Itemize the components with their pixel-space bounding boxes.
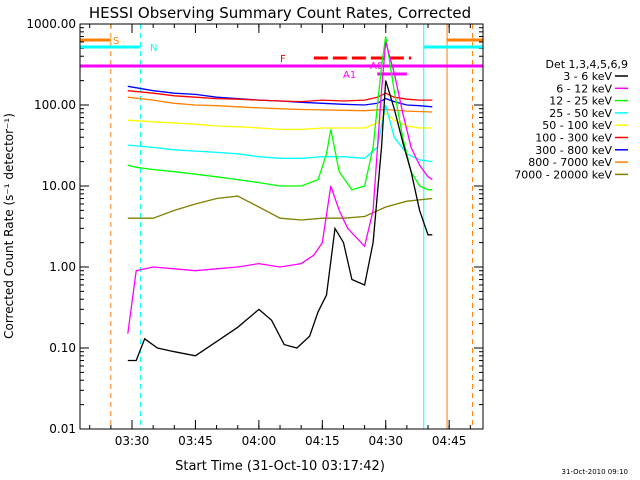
legend-entry-label: 7000 - 20000 keV bbox=[514, 168, 612, 181]
plot-frame bbox=[79, 23, 484, 430]
y-tick-label: 1.00 bbox=[49, 260, 76, 274]
x-tick-label: 03:45 bbox=[178, 434, 213, 448]
y-tick-label: 10.00 bbox=[42, 179, 76, 193]
x-tick-label: 04:30 bbox=[368, 434, 403, 448]
series-line bbox=[127, 96, 433, 113]
series-line bbox=[127, 111, 433, 131]
y-axis-label: Corrected Count Rate (s⁻¹ detector⁻¹) bbox=[2, 113, 16, 339]
plot-area: 0.01 0.10 1.00 10.00 100.00 1000.00 03:30 03:45… bbox=[26, 17, 483, 448]
legend-entry-label: 12 - 25 keV bbox=[549, 95, 612, 108]
series-line bbox=[127, 41, 433, 334]
x-tick-label: 04:45 bbox=[432, 434, 467, 448]
series-line bbox=[127, 90, 433, 103]
x-axis-label: Start Time (31-Oct-10 03:17:42) bbox=[175, 459, 385, 474]
x-tick-label: 03:30 bbox=[115, 434, 150, 448]
legend-entry-label: 800 - 7000 keV bbox=[528, 156, 612, 169]
legend-entry-label: 100 - 300 keV bbox=[535, 132, 612, 145]
x-tick-label: 04:00 bbox=[242, 434, 277, 448]
legend-entry-label: 300 - 800 keV bbox=[535, 144, 612, 157]
annotation-label-s: S bbox=[113, 36, 119, 47]
annotation-label-f: F bbox=[280, 54, 286, 65]
annotation-label-a1: A1 bbox=[343, 70, 356, 81]
y-tick-label: 0.10 bbox=[49, 341, 76, 355]
legend-entry-label: 25 - 50 keV bbox=[549, 107, 612, 120]
annotation-label-a0: A0 bbox=[370, 61, 383, 72]
legend-entry-label: 50 - 100 keV bbox=[542, 119, 612, 132]
y-tick-label: 100.00 bbox=[34, 98, 76, 112]
chart-title: HESSI Observing Summary Count Rates, Cor… bbox=[89, 4, 471, 22]
series-line bbox=[127, 80, 433, 362]
series-line bbox=[127, 104, 433, 163]
legend-entry-label: 6 - 12 keV bbox=[556, 82, 612, 95]
legend-title: Det 1,3,4,5,6,9 bbox=[545, 58, 628, 71]
annotation-label-n: N bbox=[150, 43, 157, 54]
x-tick-label: 04:15 bbox=[305, 434, 340, 448]
y-tick-label: 1000.00 bbox=[26, 17, 76, 31]
series-line bbox=[127, 195, 433, 221]
series-line bbox=[127, 36, 433, 191]
y-tick-label: 0.01 bbox=[49, 422, 76, 436]
footer-timestamp: 31-Oct-2010 09:10 bbox=[562, 468, 628, 476]
legend-entry-label: 3 - 6 keV bbox=[563, 70, 612, 83]
